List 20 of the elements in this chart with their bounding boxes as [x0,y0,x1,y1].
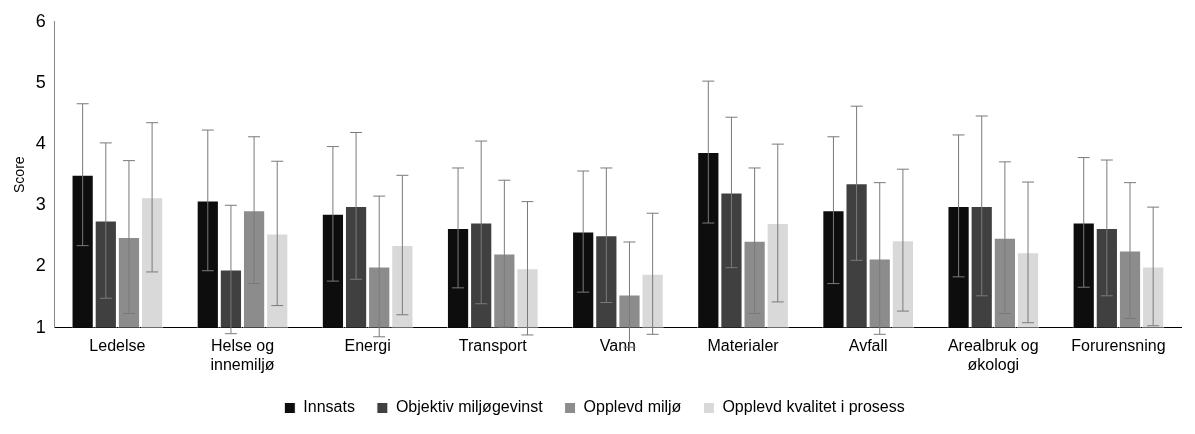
x-tick-label: Forurensning [1071,336,1166,354]
y-tick-label: 5 [35,71,46,92]
x-tick-label: Vann [599,336,636,354]
y-tick-label: 4 [35,133,46,154]
x-tick-label: Energi [344,336,391,354]
legend-label: Opplevd kvalitet i prosess [722,398,905,416]
legend-label: Opplevd miljø [583,398,682,416]
y-axis-title: Score [11,156,28,193]
legend-label: Innsats [303,398,355,416]
x-tick-label: Transport [458,336,528,354]
x-tick-label: Materialer [707,336,780,354]
x-tick-label: Arealbruk og økologi [947,336,1039,373]
x-tick-label: Avfall [848,336,888,354]
legend-label: Objektiv miljøgevinst [395,398,544,416]
x-tick-label: Ledelse [89,336,146,354]
y-tick-label: 1 [35,316,46,337]
y-tick-label: 3 [35,194,46,215]
y-tick-label: 2 [35,255,46,276]
x-tick-label: Helse og innemiljø [210,336,275,373]
y-tick-label: 6 [35,10,46,31]
